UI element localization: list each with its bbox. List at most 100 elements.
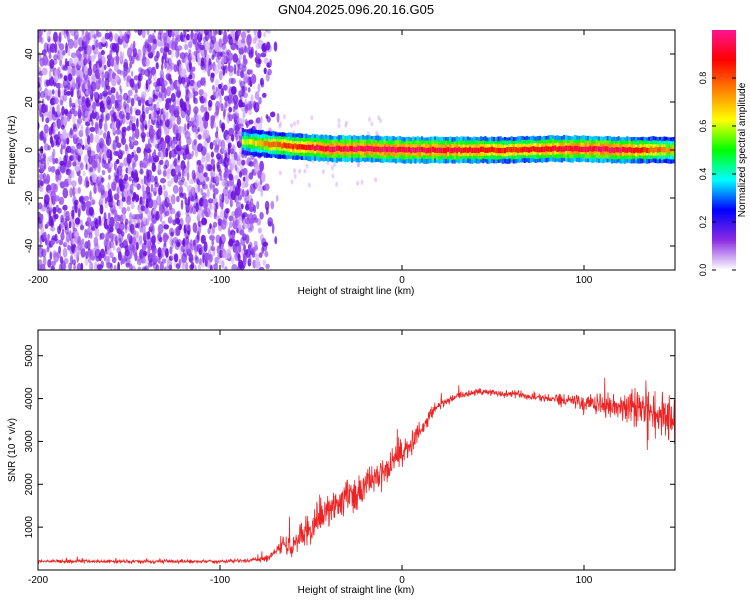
spectrogram-cell — [147, 118, 151, 129]
spectrogram-cell — [241, 159, 246, 166]
spectrogram-cell — [567, 145, 570, 152]
spectrogram-cell — [337, 145, 341, 151]
spectrogram-cell — [178, 223, 182, 231]
spectrogram-cell — [165, 248, 169, 258]
spectrogram-cell — [584, 146, 587, 153]
spectrogram-cell — [276, 141, 279, 147]
spectrogram-cell — [166, 142, 171, 152]
spectrogram-cell — [142, 250, 148, 257]
spectrogram-cell — [135, 109, 141, 116]
spectrogram-cell — [230, 86, 237, 95]
spectrogram-cell — [388, 146, 391, 152]
spectrogram-cell — [360, 179, 364, 185]
spectrogram-cell — [230, 77, 236, 85]
spectrogram-cell — [141, 91, 147, 99]
spectrogram-cell — [213, 122, 217, 128]
spectrogram-cell — [209, 264, 213, 270]
spectrogram-cell — [386, 147, 389, 153]
spectrogram-cell — [449, 147, 452, 154]
spectrogram-cell — [218, 70, 223, 81]
spectrogram-cell — [176, 115, 181, 126]
spectrogram-cell — [67, 38, 74, 49]
spectrogram-cell — [203, 97, 207, 103]
spectrogram-cell — [279, 141, 282, 148]
spectrogram-cell — [89, 30, 94, 40]
snr-panel: -200 -100 0 100 1000 2000 3000 4000 5000 Height … — [7, 329, 676, 596]
spectrogram-cell — [119, 70, 124, 76]
spectrogram-cell — [169, 236, 173, 246]
spectrogram-cell — [63, 263, 67, 270]
colorbar-tick-label: 0.2 — [698, 216, 708, 229]
spectrogram-cell — [111, 209, 118, 215]
spectrogram-cell — [218, 83, 222, 89]
spectrogram-cell — [119, 50, 123, 62]
colorbar-label: Normalized spectral amplitude — [737, 82, 748, 217]
spectrogram-cell — [600, 147, 603, 153]
spectrogram-cell — [127, 89, 133, 97]
spectrogram-cell — [667, 148, 670, 154]
spectrogram-cell — [234, 102, 239, 110]
spectrogram-cell — [215, 86, 219, 93]
spectrogram-cell — [79, 224, 85, 231]
spectrogram-cell — [252, 214, 257, 220]
spectrogram-cell — [38, 243, 42, 250]
snr-ylabel: SNR (10 * v/v) — [7, 418, 18, 482]
spectrogram-cell — [200, 57, 205, 67]
spectrogram-cell — [160, 177, 166, 184]
spectrogram-cell — [257, 30, 262, 39]
spectrogram-cell — [619, 147, 622, 153]
spectrogram-cell — [290, 179, 294, 185]
spectrogram-cell — [136, 117, 139, 129]
spectrogram-cell — [237, 253, 241, 262]
spectrogram-cell — [164, 159, 170, 169]
spectrogram-cell — [119, 30, 122, 36]
spectrogram-cell — [92, 33, 98, 39]
spectrogram-cell — [146, 43, 152, 53]
spectrogram-cell — [204, 31, 210, 42]
spectrogram-cell — [370, 146, 373, 152]
spectrogram-cell — [186, 30, 190, 33]
spectrogram-cell — [160, 108, 164, 115]
spectrogram-cell — [206, 188, 210, 198]
spectrogram-cell — [161, 85, 166, 93]
spectrogram-cell — [68, 57, 74, 68]
spectrogram-cell — [132, 47, 137, 58]
spectrogram-cell — [210, 72, 215, 78]
figure-title: GN04.2025.096.20.16.G05 — [278, 2, 434, 17]
spectrogram-cell — [89, 261, 94, 270]
spectrogram-cell — [205, 65, 209, 73]
spectrogram-cell — [53, 73, 59, 83]
spectrogram-cell — [53, 213, 59, 220]
spectrogram-cell — [145, 148, 152, 154]
spectrogram-cell — [300, 144, 303, 150]
spectrogram-cell — [246, 139, 249, 145]
spectrogram-cell — [89, 126, 96, 132]
spectrogram-cell — [157, 224, 164, 234]
spectrogram-cell — [112, 111, 117, 122]
spectrogram-cell — [228, 114, 233, 122]
spectrogram-cell — [356, 162, 360, 168]
spectrogram-cell — [643, 147, 646, 153]
spectrogram-cell — [608, 147, 611, 153]
spectrogram-cell — [228, 127, 235, 137]
spectrogram-cell — [80, 242, 85, 253]
spectrogram-cell — [79, 138, 83, 147]
spectrogram-cell — [53, 97, 59, 105]
spectrogram-cell — [593, 146, 596, 152]
spectrogram-cell — [131, 123, 136, 132]
spectrogram-cell — [40, 91, 45, 99]
spectrogram-cell — [151, 32, 155, 40]
spectrogram-cell — [158, 91, 163, 99]
spectrogram-cell — [257, 122, 263, 132]
spectrogram-cell — [104, 77, 110, 88]
spectrogram-cell — [214, 173, 221, 184]
spectrogram-cell — [624, 147, 627, 153]
spectrogram-cell — [156, 50, 160, 59]
spectrogram-cell — [650, 146, 653, 152]
spectrogram-cell — [458, 146, 461, 153]
spectrogram-cell — [313, 145, 317, 151]
spectrogram-cell — [147, 138, 151, 148]
spectrogram-cell — [266, 41, 271, 51]
spectrogram-cell — [47, 145, 51, 151]
spectrogram-cell — [54, 157, 59, 164]
